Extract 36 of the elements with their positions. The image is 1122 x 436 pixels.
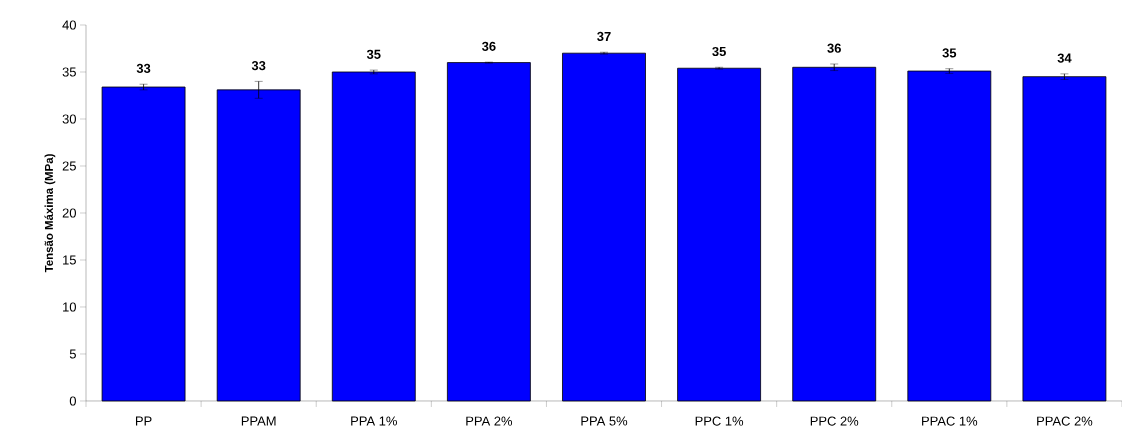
y-tick-label: 40 bbox=[62, 20, 76, 30]
y-tick-label: 20 bbox=[62, 208, 76, 218]
x-tick-label: PPAM bbox=[241, 416, 276, 426]
y-tick-label: 0 bbox=[69, 396, 76, 406]
x-tick-label: PPA 2% bbox=[466, 416, 513, 426]
data-label: 35 bbox=[366, 49, 381, 59]
data-label: 36 bbox=[827, 43, 841, 53]
y-tick-label: 25 bbox=[62, 161, 76, 171]
bar bbox=[101, 86, 186, 402]
bar bbox=[562, 52, 646, 402]
x-tick-label: PP bbox=[135, 416, 152, 426]
x-tick-label: PPC 1% bbox=[695, 416, 744, 426]
data-label: 33 bbox=[136, 63, 151, 73]
y-tick-label: 30 bbox=[62, 114, 76, 124]
bar bbox=[677, 67, 761, 402]
y-tick-label: 10 bbox=[63, 302, 76, 312]
x-tick-label: PPA 1% bbox=[351, 416, 397, 426]
data-label: 35 bbox=[712, 46, 726, 57]
data-label: 33 bbox=[251, 61, 266, 71]
data-label: 37 bbox=[597, 31, 611, 42]
x-tick-label: PPA 5% bbox=[581, 416, 628, 426]
y-axis-title: Tensão Máxima (MPa) bbox=[44, 154, 56, 273]
x-tick-label: PPC 2% bbox=[810, 416, 859, 426]
data-label: 34 bbox=[1057, 53, 1072, 63]
bar bbox=[1022, 76, 1107, 402]
data-label: 35 bbox=[942, 48, 957, 58]
bar bbox=[792, 66, 877, 402]
x-tick-label: PPAC 2% bbox=[1037, 416, 1093, 426]
y-tick-label: 15 bbox=[63, 255, 76, 265]
bar bbox=[446, 62, 531, 402]
bar bbox=[331, 71, 416, 402]
y-tick-label: 35 bbox=[62, 67, 76, 77]
data-label: 36 bbox=[481, 41, 496, 51]
x-tick-label: PPAC 1% bbox=[922, 416, 978, 426]
y-tick-label: 5 bbox=[69, 349, 76, 359]
bar bbox=[907, 70, 992, 402]
